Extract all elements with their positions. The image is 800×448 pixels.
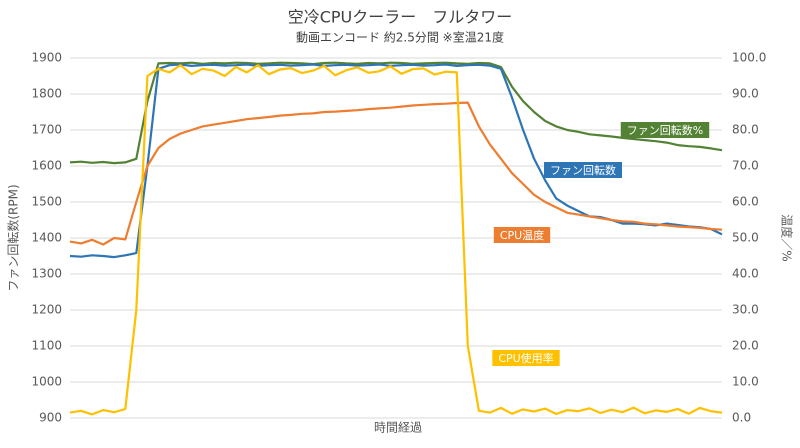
y2-tick-label: 90.0 [732,87,759,101]
y-tick-label: 1400 [31,231,62,245]
y-tick-label: 1600 [31,159,62,173]
y-tick-label: 1200 [31,303,62,317]
chart-title: 空冷CPUクーラー フルタワー [288,8,513,27]
y2-tick-label: 80.0 [732,123,759,137]
y2-tick-label: 30.0 [732,303,759,317]
y2-tick-label: 40.0 [732,267,759,281]
series-line [69,101,723,246]
legend-entry: CPU温度 [493,227,551,243]
y-tick-label: 1500 [31,195,62,209]
y-tick-label: 1800 [31,87,62,101]
y2-tick-label: 0.0 [732,411,751,425]
chart-subtitle: 動画エンコード 約2.5分間 ※室温21度 [296,30,504,45]
y2-tick-label: 100.0 [732,51,766,65]
legend-label: ファン回転数% [627,124,703,137]
legend-label: CPU使用率 [498,351,553,365]
x-axis-label: 時間経過 [374,421,422,435]
legend-label: ファン回転数 [550,164,616,177]
y-axis-label: ファン回転数(RPM) [6,184,21,291]
legend-box [492,350,560,366]
y-tick-label: 1700 [31,123,62,137]
y2-tick-label: 60.0 [732,195,759,209]
y2-axis-label: 温度／% [780,214,795,261]
y2-tick-label: 50.0 [732,231,759,245]
legend-box [544,162,622,178]
legend-entry: ファン回転数 [544,162,622,178]
y2-tick-label: 70.0 [732,159,759,173]
y2-tick-label: 20.0 [732,339,759,353]
legend-box [620,122,710,138]
legend-entry: CPU使用率 [492,350,560,366]
y2-tick-label: 10.0 [732,375,759,389]
y-tick-label: 1900 [31,51,62,65]
series-line [69,64,723,416]
y-tick-label: 1000 [31,375,62,389]
y-tick-label: 1100 [31,339,62,353]
legend-box [493,227,551,243]
legend-entry: ファン回転数% [620,122,710,138]
legend-label: CPU温度 [500,228,544,242]
y-tick-label: 1300 [31,267,62,281]
y-tick-label: 900 [39,411,62,425]
series-line [69,61,723,165]
